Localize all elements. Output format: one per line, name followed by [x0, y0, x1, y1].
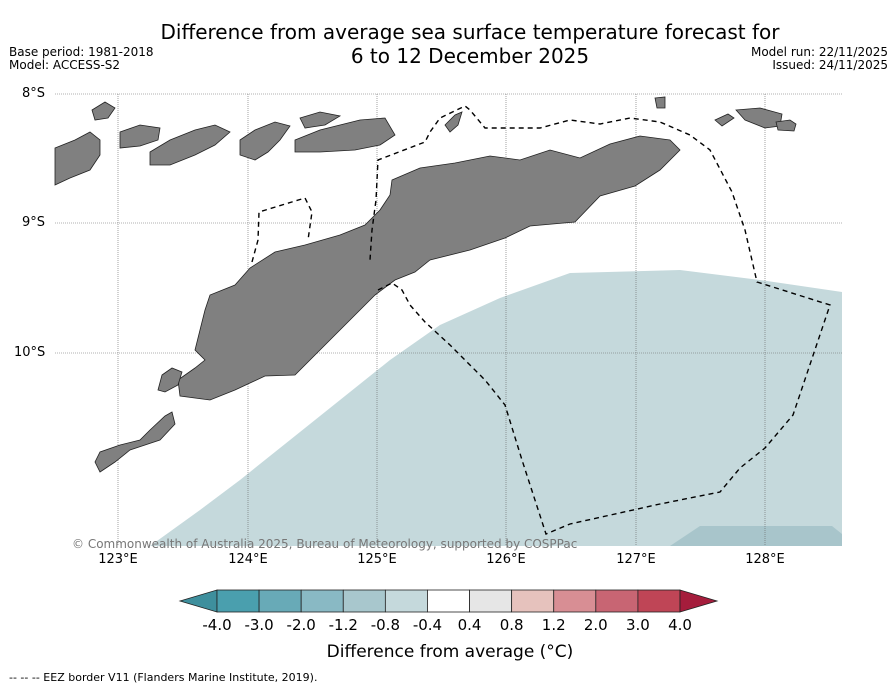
colorbar-tick-label: 0.4	[457, 616, 482, 634]
lat-label-9s: 9°S	[22, 215, 46, 230]
island-3	[299, 111, 342, 129]
rote-island	[94, 411, 176, 473]
title-line-2: 6 to 12 December 2025	[350, 44, 590, 68]
colorbar-tick-label: -0.4	[412, 616, 443, 634]
island-1	[119, 124, 161, 149]
model-info: Base period: 1981-2018 Model: ACCESS-S2	[9, 46, 154, 72]
savu-island	[157, 367, 183, 393]
colorbar-tick-label: 3.0	[625, 616, 650, 634]
colorbar-tick-label: 2.0	[583, 616, 608, 634]
colorbar-tick-label: 4.0	[668, 616, 692, 634]
colorbar-tick-label: -4.0	[202, 616, 232, 634]
colorbar-tick-label: 1.2	[541, 616, 566, 634]
lat-label-8s: 8°S	[22, 86, 46, 101]
alor-island	[239, 121, 291, 161]
island-9	[775, 119, 797, 132]
lon-label-127e: 127°E	[616, 552, 656, 567]
flores-east	[54, 131, 101, 186]
island-4	[91, 101, 116, 121]
lon-label-125e: 125°E	[357, 552, 397, 567]
island-6	[654, 96, 666, 109]
colorbar-tick-label: -1.2	[328, 616, 358, 634]
wetar-island	[294, 117, 396, 153]
base-period: Base period: 1981-2018	[9, 45, 154, 59]
lat-label-10s: 10°S	[14, 345, 46, 360]
lon-label-126e: 126°E	[486, 552, 526, 567]
eez-border-main	[369, 105, 831, 535]
lon-label-128e: 128°E	[745, 552, 785, 567]
colorbar-tick-label: -0.8	[370, 616, 400, 634]
island-7	[714, 113, 735, 127]
title-line-1: Difference from average sea surface temp…	[160, 20, 780, 44]
lon-label-124e: 124°E	[228, 552, 268, 567]
colorbar-tick-label: -3.0	[244, 616, 274, 634]
colorbar-tick-label: -2.0	[286, 616, 316, 634]
timor-island	[177, 135, 681, 401]
eez-legend-note: -- -- -- EEZ border V11 (Flanders Marine…	[9, 671, 318, 684]
issued-date: Issued: 24/11/2025	[772, 58, 888, 72]
run-info: Model run: 22/11/2025 Issued: 24/11/2025	[751, 46, 888, 72]
colorbar-tick-label: 0.8	[499, 616, 524, 634]
island-8	[735, 107, 783, 129]
eez-border	[251, 105, 831, 535]
eez-border-west	[251, 197, 313, 263]
anomaly-region-darker	[670, 526, 842, 546]
model-name: Model: ACCESS-S2	[9, 58, 121, 72]
land	[54, 96, 797, 473]
colorbar-title: Difference from average (°C)	[326, 642, 574, 662]
anomaly-region	[150, 270, 842, 546]
map-title: Difference from average sea surface temp…	[120, 20, 820, 68]
model-run: Model run: 22/11/2025	[750, 45, 888, 59]
copyright-notice: © Commonwealth of Australia 2025, Bureau…	[72, 537, 578, 551]
lon-label-123e: 123°E	[98, 552, 138, 567]
island-2	[149, 124, 231, 166]
island-5	[444, 111, 463, 133]
